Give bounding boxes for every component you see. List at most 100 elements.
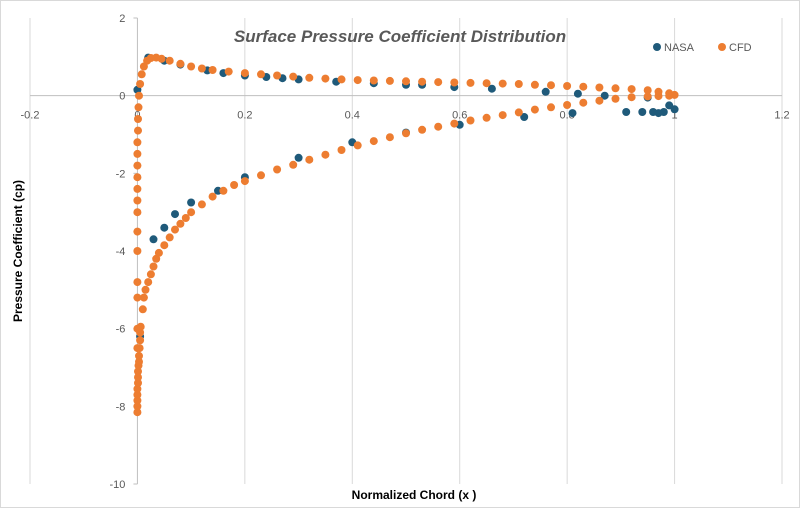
x-axis-title: Normalized Chord (x ) xyxy=(352,488,477,502)
cfd-point xyxy=(654,87,663,96)
cfd-point xyxy=(134,126,142,135)
nasa-point xyxy=(487,84,496,93)
cfd-point xyxy=(643,92,652,101)
nasa-point xyxy=(638,108,647,116)
cfd-point xyxy=(133,138,142,147)
cfd-point xyxy=(138,305,147,314)
cfd-point xyxy=(133,161,142,170)
cfd-point xyxy=(337,146,346,154)
cfd-point xyxy=(133,196,142,205)
cfd-point xyxy=(482,113,491,122)
cfd-point xyxy=(133,396,142,405)
nasa-point xyxy=(670,105,679,114)
cfd-point xyxy=(224,67,233,76)
y-tick-label: -10 xyxy=(110,479,126,491)
cfd-point xyxy=(165,56,174,65)
nasa-point xyxy=(160,223,169,232)
cfd-point xyxy=(434,78,443,87)
legend-marker-nasa xyxy=(653,43,661,51)
cfd-point xyxy=(321,150,330,159)
cfd-point xyxy=(134,115,142,123)
cfd-point xyxy=(133,278,142,287)
cfd-point xyxy=(197,64,206,73)
cfd-point xyxy=(135,351,143,360)
cfd-point xyxy=(514,80,523,88)
cfd-point xyxy=(595,96,604,105)
cfd-point xyxy=(208,192,217,201)
cfd-point xyxy=(219,186,228,195)
cfd-point xyxy=(133,208,142,217)
cfd-point xyxy=(257,70,265,79)
cfd-point xyxy=(133,293,142,302)
cfd-point xyxy=(289,72,298,81)
cfd-point xyxy=(353,141,362,150)
cfd-point xyxy=(160,241,169,250)
legend: NASA CFD xyxy=(653,42,752,54)
nasa-point xyxy=(187,198,196,207)
cfd-point xyxy=(136,80,145,88)
nasa-point xyxy=(622,108,631,116)
cfd-point xyxy=(418,77,427,86)
y-tick-label: 2 xyxy=(119,13,125,25)
nasa-point xyxy=(573,89,582,98)
cfd-point xyxy=(181,214,190,222)
nasa-point xyxy=(294,153,303,162)
cfd-point xyxy=(611,84,620,93)
nasa-point xyxy=(568,109,577,118)
cfd-point xyxy=(133,173,142,182)
legend-label-cfd: CFD xyxy=(729,42,752,54)
cfd-point xyxy=(133,408,142,417)
cfd-point xyxy=(134,373,142,382)
y-tick-label: 0 xyxy=(119,91,125,103)
cfd-point xyxy=(133,384,142,393)
x-tick-label: 0.4 xyxy=(345,110,360,122)
series-cfd xyxy=(133,53,679,417)
cfd-point xyxy=(134,103,143,112)
y-tick-label: -4 xyxy=(116,246,126,258)
cfd-point xyxy=(305,73,314,82)
cfd-point xyxy=(208,66,217,74)
cfd-point xyxy=(187,208,196,217)
cfd-point xyxy=(240,69,249,78)
y-tick-label: -6 xyxy=(116,324,126,336)
nasa-point xyxy=(600,91,609,100)
cfd-point xyxy=(579,98,588,107)
cfd-point xyxy=(547,103,555,112)
cfd-point xyxy=(466,78,475,87)
cfd-point xyxy=(134,379,142,387)
legend-label-nasa: NASA xyxy=(664,42,695,54)
cfd-point xyxy=(450,119,459,128)
cfd-point xyxy=(482,79,491,88)
cfd-point xyxy=(165,233,174,242)
cfd-point xyxy=(133,324,142,333)
cfd-point xyxy=(627,93,636,102)
cfd-point xyxy=(137,70,146,79)
cfd-point xyxy=(144,278,153,287)
cfd-point xyxy=(643,86,652,95)
cfd-point xyxy=(627,85,636,94)
cfd-point xyxy=(133,402,142,411)
cfd-point xyxy=(434,122,443,131)
cfd-point xyxy=(135,91,143,100)
data-points xyxy=(133,53,679,417)
cfd-point xyxy=(579,82,588,91)
cfd-point xyxy=(133,184,142,193)
cfd-point xyxy=(136,336,145,345)
cfd-point xyxy=(369,76,378,85)
cfd-point xyxy=(402,77,410,86)
cfd-point xyxy=(139,293,148,302)
cfd-point xyxy=(171,225,179,234)
cfd-point xyxy=(498,79,507,88)
cfd-point xyxy=(240,177,249,186)
y-tick-label: -2 xyxy=(116,168,126,180)
cfd-point xyxy=(385,76,394,85)
cfd-point xyxy=(337,75,346,84)
cfd-point xyxy=(530,105,539,114)
cfd-point xyxy=(273,71,282,80)
cfd-point xyxy=(418,125,427,134)
y-tick-label: -8 xyxy=(116,401,126,413)
nasa-point xyxy=(541,87,550,96)
cfd-point xyxy=(133,344,142,353)
